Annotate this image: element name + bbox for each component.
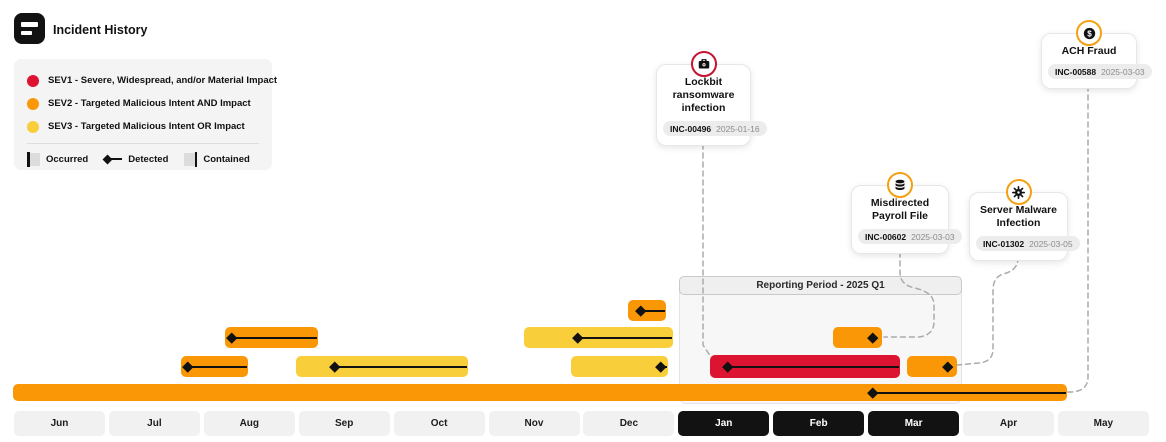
detected-diamond-icon: [572, 332, 584, 343]
sev1-legend-item: SEV1 - Severe, Widespread, and/or Materi…: [27, 69, 277, 92]
containment-line: [641, 309, 665, 312]
detected-diamond-icon: [329, 361, 341, 372]
incident-card-ach-fraud-connector: [1066, 76, 1089, 393]
month-jun[interactable]: Jun: [14, 411, 105, 436]
sev1-legend-item-label: SEV1 - Severe, Widespread, and/or Materi…: [48, 75, 278, 86]
detected-marker-label: Detected: [128, 153, 169, 165]
contained-icon: [184, 151, 198, 167]
occurred-marker-label: Occurred: [46, 153, 89, 165]
incident-bar-lockbit[interactable]: [710, 355, 900, 378]
detected-diamond-icon: [867, 332, 879, 343]
virus-icon: [1005, 179, 1032, 205]
contained-marker-label: Contained: [203, 153, 250, 165]
incident-id: INC-00602: [865, 231, 907, 242]
severity-legend-list: SEV1 - Severe, Widespread, and/or Materi…: [27, 69, 277, 138]
incident-card-ach-fraud-badge: INC-00588 2025-03-03: [1048, 64, 1152, 80]
page-title: Incident History: [53, 23, 148, 37]
month-aug[interactable]: Aug: [203, 411, 295, 436]
containment-line: [335, 365, 467, 368]
incident-card-ach-fraud[interactable]: $ ACH Fraud INC-00588 2025-03-03: [1041, 20, 1152, 89]
containment-line: [728, 365, 899, 368]
containment-line: [873, 391, 1066, 394]
incident-card-ach-fraud-title: ACH Fraud: [1061, 45, 1117, 57]
detected-diamond-icon: [942, 361, 954, 372]
incident-bar[interactable]: [628, 300, 666, 321]
incident-id: INC-00496: [670, 123, 712, 134]
incident-bar[interactable]: [296, 356, 468, 377]
app-logo-list-icon: [14, 13, 45, 44]
detected-diamond-icon: [635, 305, 647, 316]
briefcase-malware-icon: [690, 51, 717, 77]
incident-card-lockbit[interactable]: Lockbit ransomware infection INC-00496 202…: [656, 51, 767, 146]
incident-card-payroll-badge: INC-00602 2025-03-03: [858, 229, 962, 245]
incident-card-server-malware-title: Server Malware Infection: [979, 204, 1058, 230]
month-sep[interactable]: Sep: [298, 411, 390, 436]
legend-panel: SEV1 - Severe, Widespread, and/or Materi…: [14, 59, 277, 170]
incident-card-lockbit-badge: INC-00496 2025-01-16: [663, 121, 767, 137]
incident-bar[interactable]: [571, 356, 668, 377]
incident-bar-server-malware[interactable]: [907, 356, 957, 377]
database-icon: [887, 172, 913, 198]
month-dec[interactable]: Dec: [583, 411, 675, 436]
month-jan[interactable]: Jan: [678, 411, 770, 436]
occurred-marker: Occurred: [27, 151, 89, 167]
month-feb[interactable]: Feb: [773, 411, 865, 436]
detected-marker: Detected: [102, 153, 169, 165]
sev2-legend-item: SEV2 - Targeted Malicious Intent AND Imp…: [27, 92, 259, 115]
sev1-dot-icon: [27, 74, 39, 87]
containment-line: [232, 336, 317, 339]
incident-card-server-malware-connector: [956, 247, 1019, 366]
incident-date: 2025-03-03: [911, 231, 955, 242]
incident-date: 2025-01-16: [716, 123, 760, 134]
sev3-legend-item-label: SEV3 - Targeted Malicious Intent OR Impa…: [48, 121, 245, 132]
svg-text:$: $: [1087, 29, 1092, 38]
incident-id: INC-01302: [983, 238, 1025, 249]
incident-card-server-malware-badge: INC-01302 2025-03-05: [976, 236, 1080, 252]
occurred-icon: [27, 151, 40, 167]
incident-card-lockbit-title: Lockbit ransomware infection: [672, 76, 735, 115]
detected-diamond-icon: [867, 387, 879, 398]
legend-divider: [27, 143, 259, 144]
containment-line: [188, 365, 247, 368]
detected-diamond-icon: [655, 361, 667, 372]
incident-id: INC-00588: [1055, 66, 1097, 77]
incident-date: 2025-03-05: [1029, 238, 1073, 249]
incident-card-payroll-title: Misdirected Payroll File: [870, 197, 930, 223]
sev3-dot-icon: [27, 120, 39, 133]
incident-bar[interactable]: [225, 327, 318, 348]
incident-bar[interactable]: [524, 327, 673, 348]
detected-diamond-icon: [182, 361, 194, 372]
detected-icon: [102, 154, 123, 164]
reporting-period-header: Reporting Period - 2025 Q1: [679, 276, 962, 295]
incident-bar[interactable]: [181, 356, 248, 377]
incident-bar-ach-fraud[interactable]: [13, 384, 1067, 401]
incident-card-server-malware[interactable]: Server Malware Infection INC-01302 2025-03…: [969, 179, 1080, 261]
incident-bar-payroll[interactable]: [833, 327, 882, 348]
marker-legend-row: Occurred Detected Contained: [27, 150, 259, 168]
month-mar[interactable]: Mar: [868, 411, 960, 436]
containment-line: [578, 336, 672, 339]
sev3-legend-item: SEV3 - Targeted Malicious Intent OR Impa…: [27, 115, 259, 138]
contained-marker: Contained: [184, 151, 250, 167]
detected-diamond-icon: [226, 332, 238, 343]
dollar-circle-icon: $: [1076, 20, 1102, 46]
month-jul[interactable]: Jul: [108, 411, 200, 436]
month-oct[interactable]: Oct: [393, 411, 485, 436]
incident-date: 2025-03-03: [1101, 66, 1145, 77]
reporting-period-label: Reporting Period - 2025 Q1: [756, 280, 885, 291]
month-nov[interactable]: Nov: [488, 411, 580, 436]
sev2-legend-item-label: SEV2 - Targeted Malicious Intent AND Imp…: [48, 98, 251, 109]
detected-diamond-icon: [722, 361, 734, 372]
incident-card-payroll[interactable]: Misdirected Payroll File INC-00602 2025-03…: [851, 172, 962, 254]
sev2-dot-icon: [27, 97, 39, 110]
month-apr[interactable]: Apr: [963, 411, 1054, 436]
month-may[interactable]: May: [1057, 411, 1149, 436]
